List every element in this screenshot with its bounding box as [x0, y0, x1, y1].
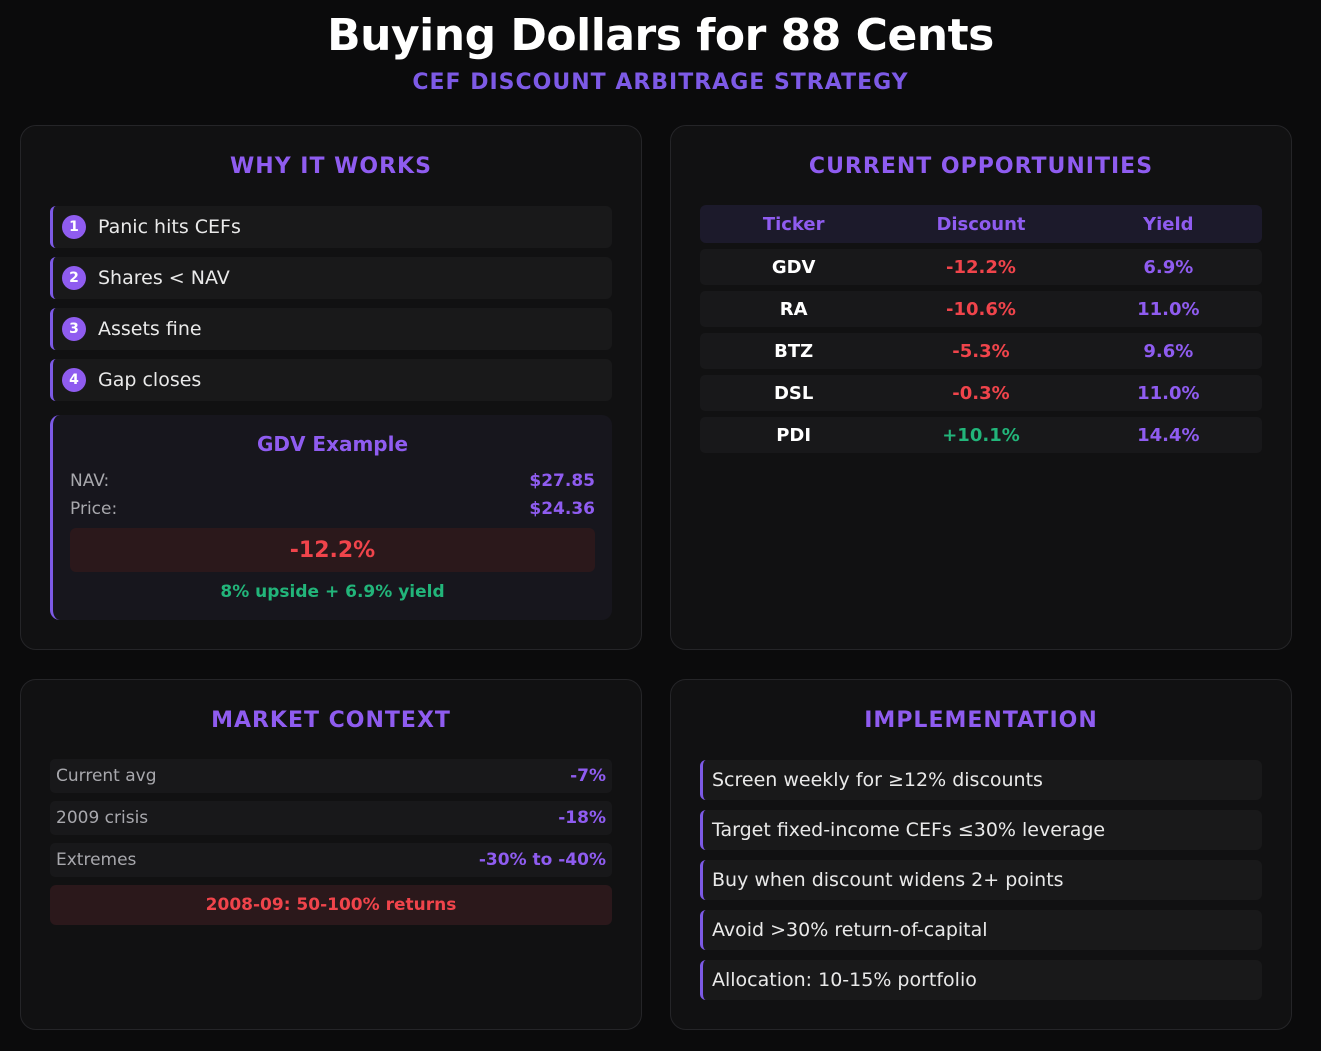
market-context-card: MARKET CONTEXT Current avg -7% 2009 cris… — [20, 679, 642, 1030]
market-row-value: -18% — [558, 808, 606, 828]
why-it-works-title: WHY IT WORKS — [230, 154, 432, 179]
market-context-title: MARKET CONTEXT — [211, 708, 451, 733]
example-upside-note: 8% upside + 6.9% yield — [220, 582, 445, 602]
yield-cell: 9.6% — [1143, 340, 1194, 362]
yield-cell: 11.0% — [1137, 382, 1200, 404]
yield-cell: 14.4% — [1137, 424, 1200, 446]
table-row: BTZ -5.3% 9.6% — [700, 333, 1262, 369]
example-title: GDV Example — [256, 432, 409, 456]
implementation-item: Avoid >30% return-of-capital — [700, 910, 1262, 950]
ticker-cell: DSL — [773, 382, 814, 404]
market-row-value: -7% — [570, 766, 606, 786]
step-item: 1 Panic hits CEFs — [50, 206, 612, 248]
market-row: Current avg -7% — [50, 759, 612, 793]
table-row: PDI +10.1% 14.4% — [700, 417, 1262, 453]
step-number-badge: 4 — [62, 368, 86, 392]
page-title: Buying Dollars for 88 Cents — [327, 10, 994, 61]
table-row: GDV -12.2% 6.9% — [700, 249, 1262, 285]
step-label: Assets fine — [98, 318, 202, 340]
step-item: 2 Shares < NAV — [50, 257, 612, 299]
implementation-title: IMPLEMENTATION — [864, 708, 1098, 733]
steps-list: 1 Panic hits CEFs 2 Shares < NAV 3 Asset… — [50, 206, 612, 410]
price-label: Price: — [70, 499, 118, 519]
implementation-card: IMPLEMENTATION Screen weekly for ≥12% di… — [670, 679, 1292, 1030]
step-label: Panic hits CEFs — [98, 216, 241, 238]
table-row: RA -10.6% 11.0% — [700, 291, 1262, 327]
discount-cell: -10.6% — [946, 298, 1016, 320]
returns-banner: 2008-09: 50-100% returns — [50, 885, 612, 925]
yield-cell: 6.9% — [1143, 256, 1194, 278]
implementation-list: Screen weekly for ≥12% discounts Target … — [700, 760, 1262, 1010]
step-number-badge: 1 — [62, 215, 86, 239]
example-discount-badge: -12.2% — [70, 528, 595, 572]
table-row: DSL -0.3% 11.0% — [700, 375, 1262, 411]
market-row: 2009 crisis -18% — [50, 801, 612, 835]
page-subtitle: CEF DISCOUNT ARBITRAGE STRATEGY — [412, 70, 909, 95]
ticker-cell: GDV — [771, 256, 816, 278]
column-header-yield: Yield — [1143, 213, 1194, 235]
example-price-row: Price: $24.36 — [70, 499, 595, 519]
market-row: Extremes -30% to -40% — [50, 843, 612, 877]
nav-label: NAV: — [70, 471, 110, 491]
step-item: 4 Gap closes — [50, 359, 612, 401]
implementation-item: Buy when discount widens 2+ points — [700, 860, 1262, 900]
market-row-label: Current avg — [56, 766, 157, 786]
step-label: Gap closes — [98, 369, 202, 391]
discount-cell: -0.3% — [952, 382, 1010, 404]
step-number-badge: 3 — [62, 317, 86, 341]
why-it-works-card: WHY IT WORKS 1 Panic hits CEFs 2 Shares … — [20, 125, 642, 650]
market-context-list: Current avg -7% 2009 crisis -18% Extreme… — [50, 759, 612, 925]
column-header-discount: Discount — [936, 213, 1026, 235]
ticker-cell: RA — [779, 298, 808, 320]
gdv-example-box: GDV Example NAV: $27.85 Price: $24.36 -1… — [50, 415, 612, 620]
opportunities-title: CURRENT OPPORTUNITIES — [808, 154, 1154, 179]
example-nav-row: NAV: $27.85 — [70, 471, 595, 491]
market-row-label: Extremes — [56, 850, 137, 870]
column-header-ticker: Ticker — [762, 213, 825, 235]
yield-cell: 11.0% — [1137, 298, 1200, 320]
price-value: $24.36 — [529, 499, 595, 519]
implementation-item: Screen weekly for ≥12% discounts — [700, 760, 1262, 800]
step-label: Shares < NAV — [98, 267, 230, 289]
implementation-item: Allocation: 10-15% portfolio — [700, 960, 1262, 1000]
ticker-cell: BTZ — [774, 340, 814, 362]
discount-cell: -5.3% — [952, 340, 1010, 362]
discount-cell: -12.2% — [946, 256, 1016, 278]
step-number-badge: 2 — [62, 266, 86, 290]
step-item: 3 Assets fine — [50, 308, 612, 350]
table-header: Ticker Discount Yield — [700, 205, 1262, 243]
nav-value: $27.85 — [529, 471, 595, 491]
implementation-item: Target fixed-income CEFs ≤30% leverage — [700, 810, 1262, 850]
discount-cell: +10.1% — [942, 424, 1020, 446]
ticker-cell: PDI — [776, 424, 812, 446]
market-row-value: -30% to -40% — [478, 850, 606, 870]
opportunities-table: Ticker Discount Yield GDV -12.2% 6.9% RA… — [700, 205, 1262, 459]
opportunities-card: CURRENT OPPORTUNITIES Ticker Discount Yi… — [670, 125, 1292, 650]
market-row-label: 2009 crisis — [56, 808, 149, 828]
